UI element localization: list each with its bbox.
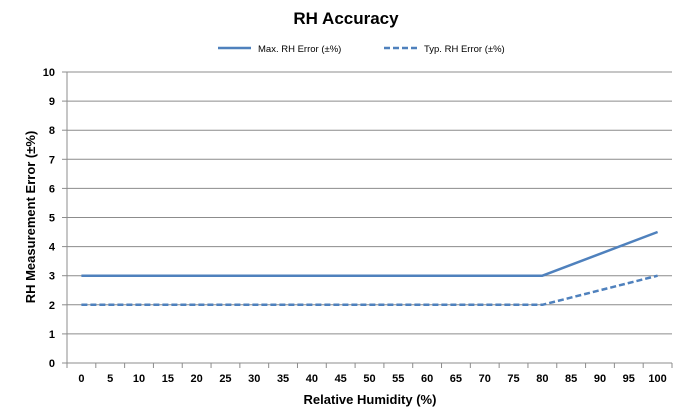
x-tick-label: 55 [392, 373, 404, 385]
y-tick-label: 10 [43, 67, 55, 79]
series-line-typ-rh-error [81, 274, 658, 307]
x-tick-label: 25 [219, 373, 231, 385]
x-tick-label: 0 [78, 373, 84, 385]
x-tick-labels: 0 5 10 15 20 25 30 35 40 45 50 55 60 65 70 75 80 85 90 95 10… [78, 373, 666, 385]
x-tick-label: 95 [623, 373, 635, 385]
series-lines [81, 230, 659, 307]
x-tick-label: 50 [363, 373, 375, 385]
x-tick-label: 90 [594, 373, 606, 385]
y-tick-label: 4 [49, 242, 56, 254]
x-axis-label: Relative Humidity (%) [304, 392, 437, 407]
x-tick-label: 75 [507, 373, 519, 385]
x-tick-label: 45 [335, 373, 347, 385]
axes [62, 71, 673, 368]
x-tick-label: 40 [306, 373, 318, 385]
legend-label: Max. RH Error (±%) [258, 44, 341, 55]
x-tick-label: 60 [421, 373, 433, 385]
y-tick-label: 0 [49, 358, 55, 370]
x-tick-label: 15 [162, 373, 174, 385]
x-tick-label: 20 [191, 373, 203, 385]
y-tick-label: 5 [49, 213, 55, 225]
legend: Max. RH Error (±%) Typ. RH Error (±%) [218, 44, 505, 55]
chart-title: RH Accuracy [293, 9, 399, 28]
y-axis-label: RH Measurement Error (±%) [23, 131, 38, 304]
series-line-max-rh-error [81, 230, 659, 277]
x-tick-label: 65 [450, 373, 462, 385]
y-tick-label: 3 [49, 271, 55, 283]
x-tick-label: 30 [248, 373, 260, 385]
y-tick-label: 9 [49, 96, 55, 108]
x-tick-label: 70 [479, 373, 491, 385]
x-tick-label: 35 [277, 373, 289, 385]
x-tick-label: 85 [565, 373, 577, 385]
y-tick-labels: 0 1 2 3 4 5 6 7 8 9 10 [43, 67, 56, 370]
x-tick-label: 5 [107, 373, 113, 385]
legend-label: Typ. RH Error (±%) [424, 44, 505, 55]
x-tick-label: 100 [648, 373, 666, 385]
x-tick-label: 10 [133, 373, 145, 385]
y-tick-label: 2 [49, 300, 55, 312]
y-tick-label: 6 [49, 183, 55, 195]
y-tick-label: 1 [49, 329, 55, 341]
y-tick-label: 8 [49, 125, 55, 137]
x-tick-label: 80 [536, 373, 548, 385]
y-tick-label: 7 [49, 154, 55, 166]
gridlines [67, 71, 672, 335]
